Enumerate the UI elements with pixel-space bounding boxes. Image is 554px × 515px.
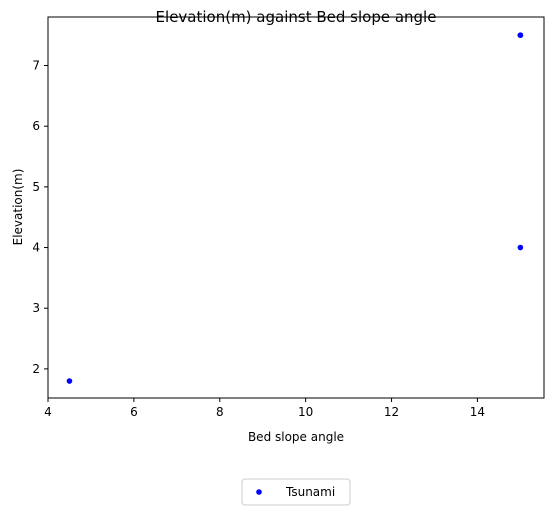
y-tick-label: 2 [32,362,40,376]
data-point-tsunami-2 [517,32,524,39]
y-axis: 2 3 4 5 6 7 [32,59,48,376]
y-tick-label: 3 [32,301,40,315]
data-points [66,32,524,384]
x-tick-label: 14 [470,405,485,419]
x-tick-label: 10 [298,405,313,419]
data-point-tsunami-3 [517,244,524,251]
y-axis-label: Elevation(m) [11,169,25,246]
legend-box [241,478,351,506]
y-tick-label: 4 [32,241,40,255]
x-tick-label: 8 [216,405,224,419]
x-tick-label: 6 [130,405,138,419]
x-tick-label: 4 [44,405,52,419]
plot-frame [47,16,545,399]
x-tick-label: 12 [384,405,399,419]
x-axis: 4 6 8 10 12 14 [44,398,485,419]
legend-label: Tsunami [285,485,335,499]
legend: Tsunami [241,478,351,506]
y-tick-label: 5 [32,180,40,194]
y-tick-label: 7 [32,59,40,73]
data-point-tsunami-0 [66,378,73,384]
x-axis-label: Bed slope angle [248,430,344,444]
y-tick-label: 6 [32,119,40,133]
legend-marker [256,489,262,495]
